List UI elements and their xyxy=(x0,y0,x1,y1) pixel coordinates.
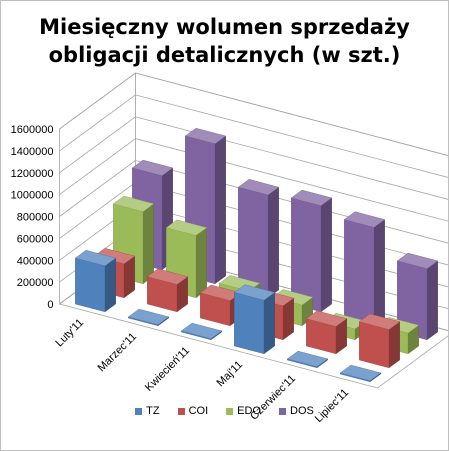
legend-item-coi: COI xyxy=(177,405,209,417)
bar-top-face xyxy=(290,189,333,206)
bar-tz-czerwiec-11 xyxy=(286,350,329,369)
legend-swatch-tz xyxy=(135,407,143,415)
gridline xyxy=(59,160,448,244)
bar-side-face xyxy=(373,219,385,327)
bar-coi-czerwiec-11 xyxy=(305,310,348,355)
bar-top-face xyxy=(184,127,227,145)
bar-side-face xyxy=(195,227,207,299)
chart-bars xyxy=(74,127,439,383)
y-tick-label: 800000 xyxy=(17,212,54,224)
bar-dos-kwiecie-11 xyxy=(237,179,280,299)
legend-label-edo: EDO xyxy=(237,405,261,417)
y-tick-label: 0 xyxy=(47,299,53,311)
bar-side-face xyxy=(214,135,226,285)
bar-side-face xyxy=(320,197,332,313)
bar-top-face xyxy=(112,195,155,212)
x-tick-label-kwiecie-11: Kwiecień'11 xyxy=(143,345,192,394)
legend-item-tz: TZ xyxy=(135,405,160,417)
legend-swatch-dos xyxy=(279,407,286,415)
y-tick-label: 1000000 xyxy=(11,190,54,202)
bar-front-face xyxy=(344,219,375,327)
bar-top-face xyxy=(286,350,329,367)
gridline xyxy=(59,72,448,156)
gridline xyxy=(59,138,448,222)
bar-coi-marzec-11 xyxy=(146,268,189,313)
bar-tz-lipiec-11 xyxy=(339,364,382,383)
x-tick-label-marzec-11: Marzec'11 xyxy=(96,331,140,375)
chart-title: Miesięczny wolumen sprzedaży obligacji d… xyxy=(1,13,448,69)
gridline xyxy=(59,94,448,178)
y-tick-label: 1200000 xyxy=(11,168,54,180)
legend-swatch-coi xyxy=(177,407,185,415)
bar-dos-maj-11 xyxy=(290,189,333,313)
x-tick-label-luty-11: Luty'11 xyxy=(53,317,86,350)
bar-top-face xyxy=(165,219,208,236)
bar-dos-lipiec-11 xyxy=(396,252,439,341)
bar-side-face xyxy=(263,292,275,355)
legend-item-edo: EDO xyxy=(226,405,261,417)
bar-tz-kwiecie-11 xyxy=(180,322,223,341)
legend-swatch-edo xyxy=(226,407,234,415)
bar-front-face xyxy=(234,292,265,355)
legend-label-coi: COI xyxy=(188,405,209,417)
bar-coi-lipiec-11 xyxy=(358,313,401,369)
bar-top-face xyxy=(74,249,117,267)
bar-side-face xyxy=(142,203,154,285)
y-tick-label: 1400000 xyxy=(11,146,54,158)
y-tick-label: 200000 xyxy=(17,277,54,289)
y-tick-label: 400000 xyxy=(17,255,54,267)
chart-legend: TZ COI EDO DOS xyxy=(1,405,448,417)
legend-label-tz: TZ xyxy=(146,405,160,417)
bar-tz-marzec-11 xyxy=(127,308,170,327)
bar-tz-maj-11 xyxy=(233,284,276,355)
bar-tz-luty-11 xyxy=(74,249,117,313)
bar-top-face xyxy=(127,308,170,325)
bar-top-face xyxy=(396,252,439,269)
chart-title-line-2: obligacji detalicznych (w szt.) xyxy=(48,43,401,67)
bar-top-face xyxy=(180,322,223,339)
y-tick-label: 1600000 xyxy=(11,124,54,136)
bar-side-face xyxy=(426,260,438,341)
bar-top-face xyxy=(343,211,386,228)
legend-label-dos: DOS xyxy=(290,405,314,417)
x-tick-label-maj-11: Maj'11 xyxy=(215,359,246,390)
chart-title-line-1: Miesięczny wolumen sprzedaży xyxy=(39,15,410,39)
bar-top-face xyxy=(339,364,382,381)
bar-top-face xyxy=(146,268,189,285)
bar-dos-czerwiec-11 xyxy=(343,211,386,327)
bar-top-face xyxy=(237,179,280,196)
y-tick-label: 600000 xyxy=(17,233,54,245)
bar-top-face xyxy=(233,284,276,301)
legend-item-dos: DOS xyxy=(279,405,314,417)
bar-side-face xyxy=(267,186,279,299)
bar-top-face xyxy=(305,310,348,327)
bar-top-face xyxy=(358,313,401,330)
gridline xyxy=(59,116,448,200)
bar-side-face xyxy=(104,257,116,313)
bar-front-face xyxy=(75,257,106,313)
bar-top-face xyxy=(131,159,174,177)
